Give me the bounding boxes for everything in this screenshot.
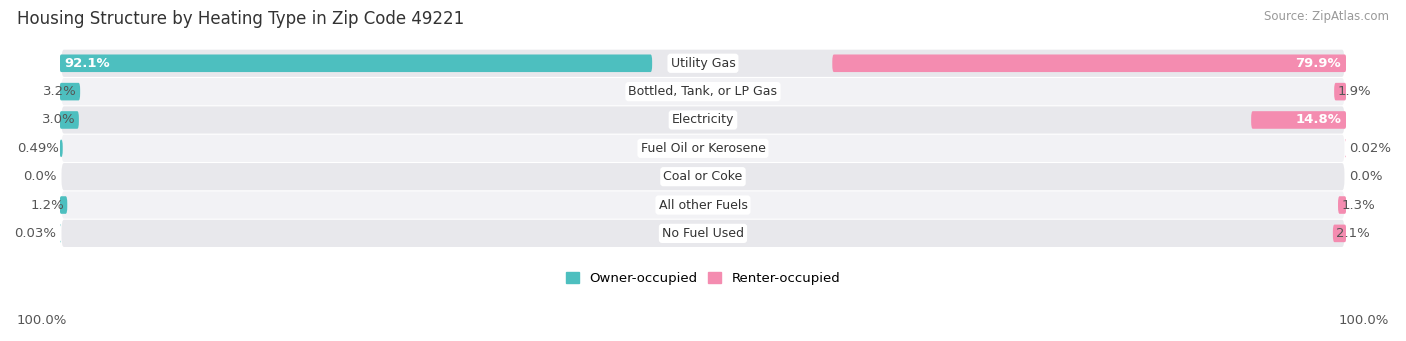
FancyBboxPatch shape [59, 111, 79, 129]
Text: No Fuel Used: No Fuel Used [662, 227, 744, 240]
FancyBboxPatch shape [832, 55, 1347, 72]
Text: 100.0%: 100.0% [1339, 314, 1389, 327]
Text: 1.3%: 1.3% [1341, 198, 1375, 211]
Text: All other Fuels: All other Fuels [658, 198, 748, 211]
Legend: Owner-occupied, Renter-occupied: Owner-occupied, Renter-occupied [565, 271, 841, 285]
FancyBboxPatch shape [62, 135, 1344, 162]
Text: 0.03%: 0.03% [14, 227, 56, 240]
Text: 3.0%: 3.0% [42, 114, 76, 127]
Text: 3.2%: 3.2% [44, 85, 77, 98]
Text: 92.1%: 92.1% [65, 57, 110, 70]
Text: 100.0%: 100.0% [17, 314, 67, 327]
Text: Housing Structure by Heating Type in Zip Code 49221: Housing Structure by Heating Type in Zip… [17, 10, 464, 28]
Text: 1.2%: 1.2% [31, 198, 65, 211]
Text: Fuel Oil or Kerosene: Fuel Oil or Kerosene [641, 142, 765, 155]
FancyBboxPatch shape [62, 50, 1344, 77]
Text: 0.02%: 0.02% [1350, 142, 1392, 155]
Text: Utility Gas: Utility Gas [671, 57, 735, 70]
FancyBboxPatch shape [1344, 139, 1348, 157]
FancyBboxPatch shape [62, 191, 1344, 219]
FancyBboxPatch shape [62, 220, 1344, 247]
FancyBboxPatch shape [62, 163, 1344, 190]
Text: 0.0%: 0.0% [22, 170, 56, 183]
FancyBboxPatch shape [1251, 111, 1347, 129]
Text: Coal or Coke: Coal or Coke [664, 170, 742, 183]
FancyBboxPatch shape [59, 196, 67, 214]
Text: Source: ZipAtlas.com: Source: ZipAtlas.com [1264, 10, 1389, 23]
FancyBboxPatch shape [59, 55, 652, 72]
Text: 14.8%: 14.8% [1295, 114, 1341, 127]
Text: 0.0%: 0.0% [1350, 170, 1384, 183]
FancyBboxPatch shape [59, 139, 63, 157]
Text: Bottled, Tank, or LP Gas: Bottled, Tank, or LP Gas [628, 85, 778, 98]
FancyBboxPatch shape [62, 106, 1344, 134]
FancyBboxPatch shape [1334, 83, 1347, 100]
FancyBboxPatch shape [59, 83, 80, 100]
FancyBboxPatch shape [1339, 196, 1347, 214]
FancyBboxPatch shape [1333, 225, 1347, 242]
Text: 2.1%: 2.1% [1336, 227, 1369, 240]
FancyBboxPatch shape [62, 78, 1344, 105]
Text: Electricity: Electricity [672, 114, 734, 127]
Text: 1.9%: 1.9% [1337, 85, 1371, 98]
FancyBboxPatch shape [58, 225, 62, 242]
Text: 79.9%: 79.9% [1295, 57, 1341, 70]
Text: 0.49%: 0.49% [18, 142, 59, 155]
